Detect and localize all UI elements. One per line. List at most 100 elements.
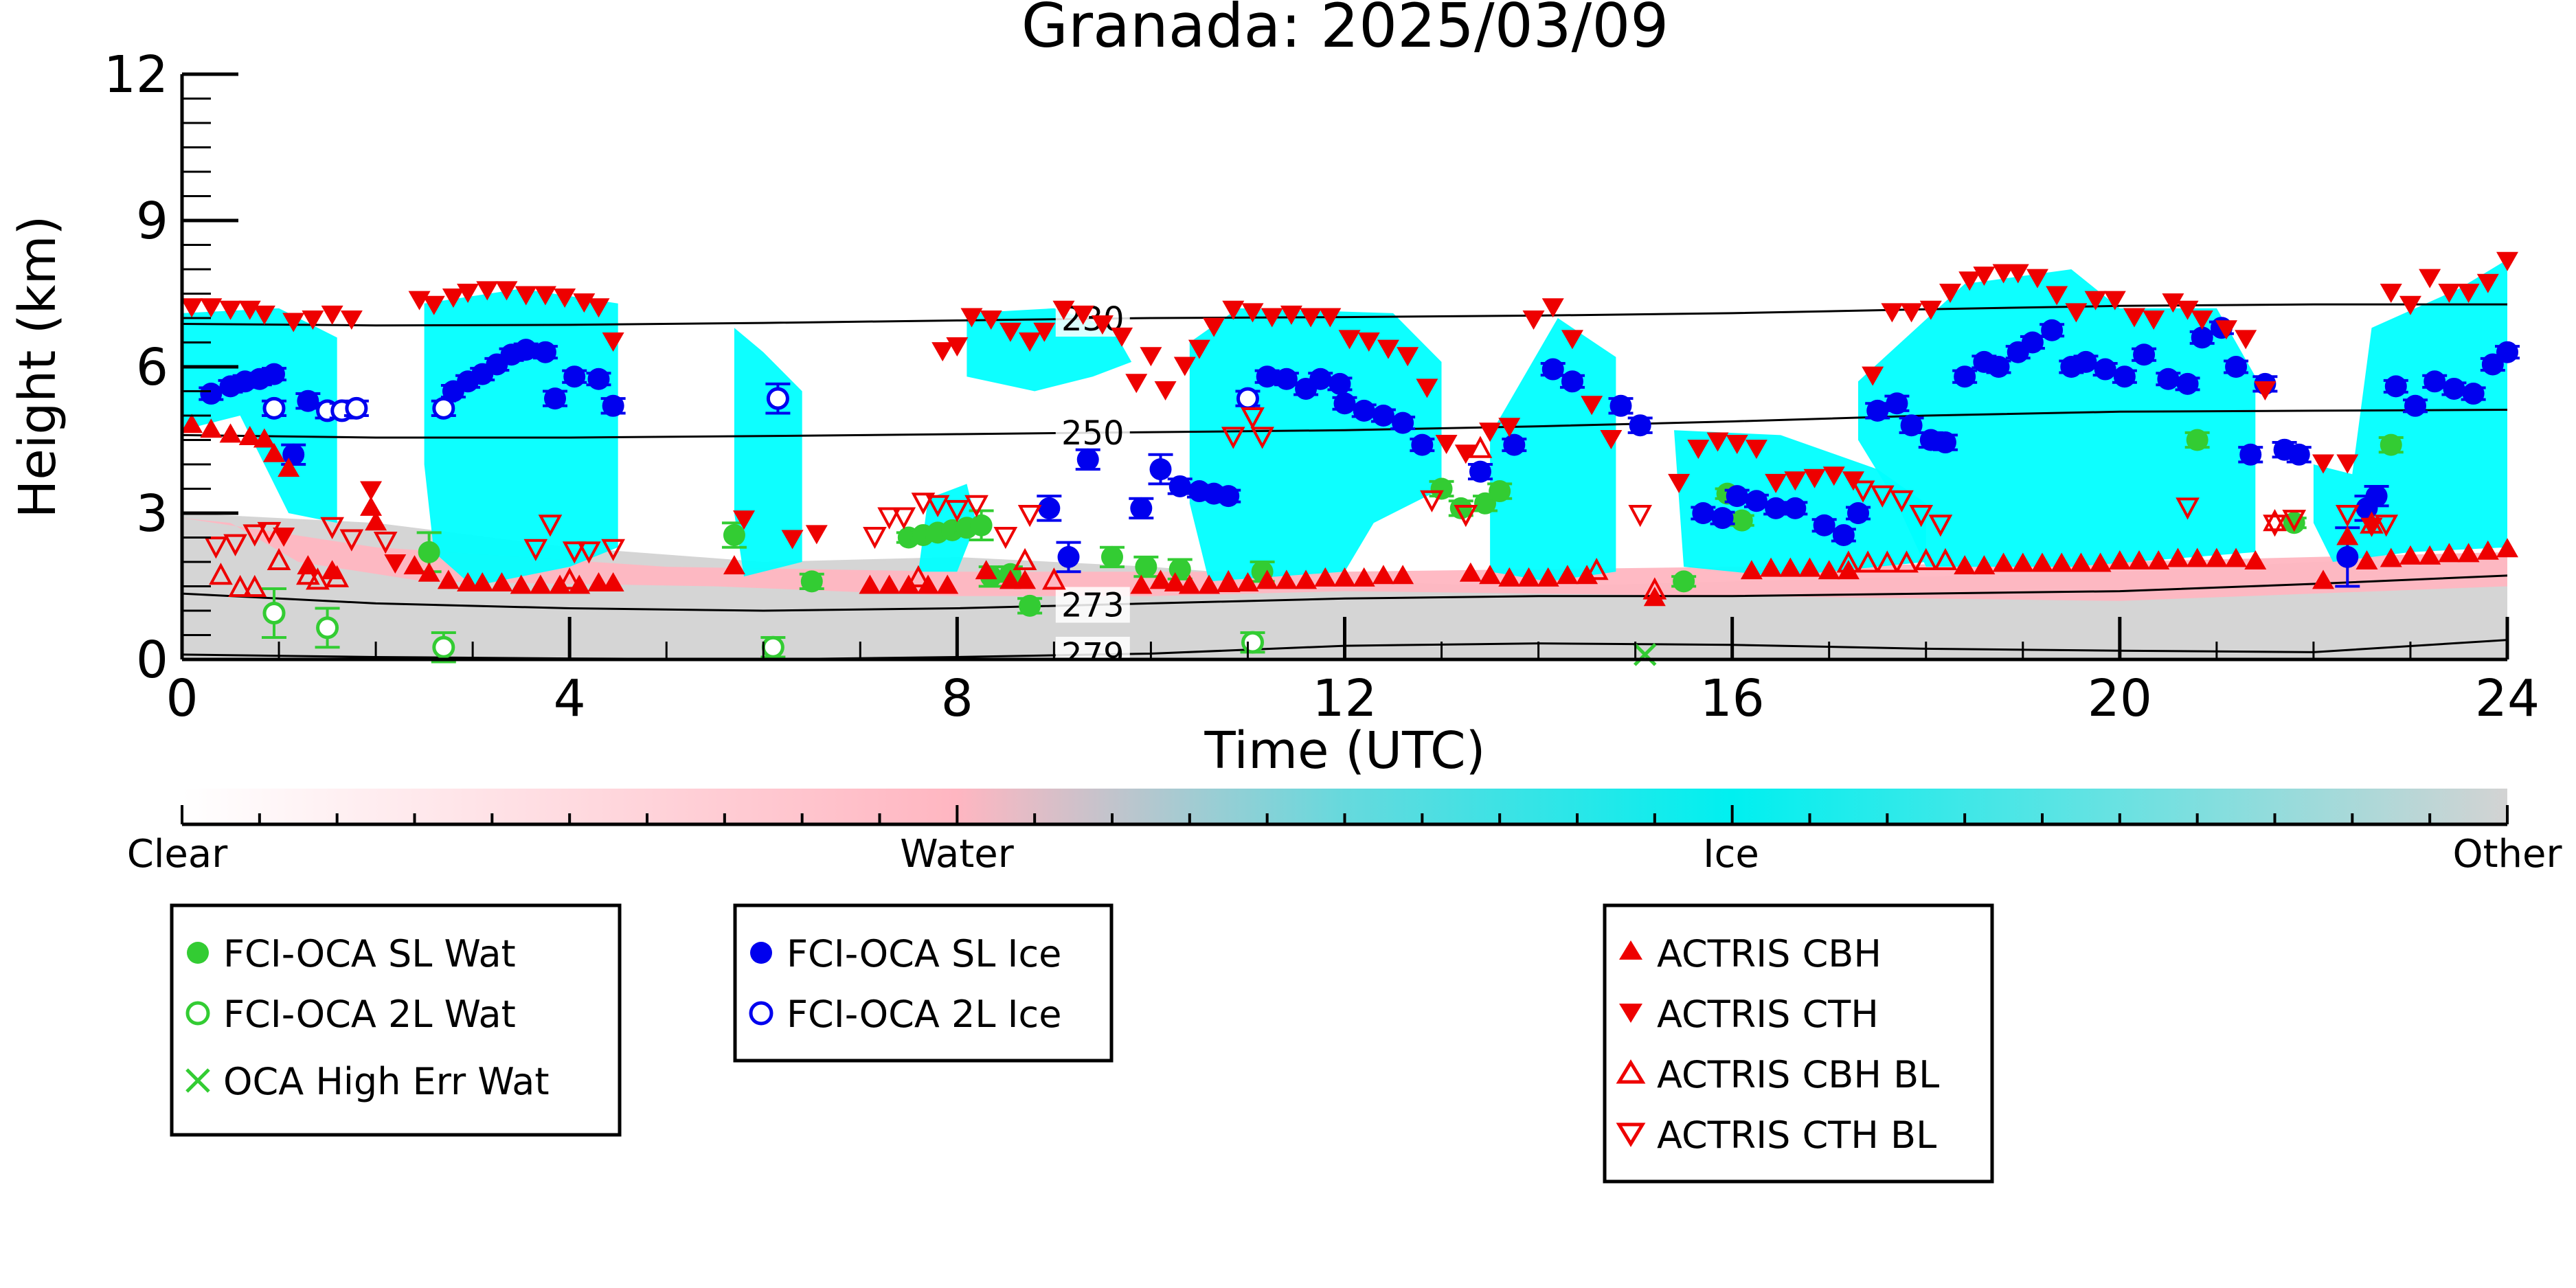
data-point bbox=[1052, 300, 1075, 320]
data-point bbox=[297, 389, 319, 412]
data-point bbox=[282, 313, 305, 332]
data-point bbox=[602, 394, 624, 417]
data-point bbox=[2084, 291, 2107, 310]
data-point bbox=[1862, 366, 1884, 386]
data-point bbox=[1992, 264, 2015, 284]
y-tick-label: 9 bbox=[136, 192, 168, 251]
data-point bbox=[1803, 468, 1826, 488]
data-point bbox=[1329, 372, 1351, 395]
data-point bbox=[1498, 567, 1521, 587]
data-point bbox=[563, 365, 586, 388]
data-point bbox=[316, 616, 339, 640]
data-point bbox=[1241, 407, 1265, 430]
data-point bbox=[1411, 433, 1434, 456]
data-point bbox=[925, 495, 950, 518]
data-point bbox=[228, 574, 252, 598]
data-point bbox=[993, 526, 1018, 550]
data-point bbox=[723, 555, 745, 575]
data-point bbox=[554, 289, 576, 308]
data-point bbox=[2336, 545, 2359, 568]
x-tick-label: 4 bbox=[554, 669, 586, 728]
data-point bbox=[1498, 418, 1521, 438]
data-point bbox=[1449, 497, 1472, 519]
data-point bbox=[911, 493, 936, 515]
data-point bbox=[2496, 341, 2518, 363]
data-point bbox=[2457, 283, 2480, 303]
data-point bbox=[2374, 515, 2399, 537]
legend-item-2l-ice: FCI-OCA 2L Ice bbox=[749, 993, 1061, 1036]
data-point bbox=[1584, 557, 1609, 580]
data-point bbox=[2225, 547, 2248, 567]
data-point bbox=[1730, 509, 1753, 532]
data-point bbox=[587, 298, 610, 318]
data-point bbox=[181, 298, 203, 318]
data-point bbox=[403, 555, 426, 575]
data-point bbox=[495, 281, 518, 301]
data-point bbox=[2041, 319, 2064, 341]
data-point bbox=[1479, 422, 1502, 442]
data-point bbox=[2282, 510, 2307, 532]
legend-item-cth-bl: ACTRIS CTH BL bbox=[1616, 1114, 1936, 1157]
data-point bbox=[2046, 286, 2068, 306]
data-point bbox=[1745, 490, 1767, 512]
series-fci-oca-2l-wat bbox=[261, 587, 1265, 664]
data-point bbox=[1668, 473, 1691, 493]
legend-label: ACTRIS CBH BL bbox=[1657, 1053, 1939, 1096]
cloud-mask bbox=[182, 259, 2507, 659]
data-point bbox=[2215, 320, 2237, 340]
data-point bbox=[1765, 473, 1787, 493]
data-point bbox=[945, 499, 969, 523]
series-actris-cth bbox=[181, 251, 2518, 574]
data-point bbox=[2176, 300, 2199, 320]
data-point bbox=[209, 563, 233, 585]
data-point bbox=[1928, 515, 1953, 537]
data-point bbox=[1372, 405, 1394, 427]
data-point bbox=[1537, 567, 1559, 587]
data-point bbox=[257, 521, 282, 545]
data-point bbox=[1784, 497, 1807, 519]
data-point bbox=[1275, 569, 1298, 589]
data-point bbox=[1125, 374, 1148, 394]
data-point bbox=[321, 560, 343, 580]
data-point bbox=[577, 541, 601, 564]
data-point bbox=[262, 396, 286, 420]
data-point bbox=[223, 534, 247, 556]
data-point bbox=[1489, 480, 1511, 503]
data-point bbox=[781, 530, 804, 550]
cloud-region-water bbox=[182, 518, 2507, 601]
legend-actris: ACTRIS CBH ACTRIS CTH ACTRIS CBH BL ACTR… bbox=[1603, 903, 1994, 1184]
data-point bbox=[2176, 372, 2199, 395]
legend-marker-x bbox=[185, 1068, 210, 1093]
data-point bbox=[1503, 433, 1526, 456]
series-actris-cbh bbox=[181, 414, 2518, 607]
data-point bbox=[1216, 569, 1241, 592]
series-fci-oca-sl-wat bbox=[416, 429, 2404, 617]
data-point bbox=[2186, 429, 2208, 451]
legend-ice: FCI-OCA SL Ice FCI-OCA 2L Ice bbox=[733, 903, 1114, 1063]
data-point bbox=[432, 635, 455, 659]
data-point bbox=[1581, 396, 1603, 416]
data-point bbox=[1711, 507, 1734, 530]
data-point bbox=[1522, 310, 1545, 330]
isotherm-line bbox=[182, 574, 2507, 612]
data-point bbox=[946, 337, 969, 357]
data-point bbox=[1832, 523, 1855, 546]
colorbar: Clear Water Ice Other bbox=[127, 789, 2562, 877]
data-point bbox=[1295, 569, 1318, 589]
data-point bbox=[2263, 515, 2287, 537]
data-point bbox=[1222, 300, 1245, 320]
data-point bbox=[2244, 550, 2267, 569]
legend-label: FCI-OCA 2L Wat bbox=[223, 993, 516, 1036]
legend-marker-open-circle bbox=[749, 1001, 773, 1026]
data-point bbox=[1469, 460, 1491, 483]
data-point bbox=[1178, 574, 1201, 594]
data-point bbox=[1541, 358, 1564, 381]
legend-marker-triangle-down bbox=[1619, 1004, 1642, 1023]
data-point bbox=[964, 495, 988, 518]
data-point bbox=[1309, 368, 1332, 390]
data-point bbox=[1933, 547, 1958, 570]
data-point bbox=[2103, 291, 2126, 310]
data-point bbox=[2191, 310, 2213, 330]
data-point bbox=[1130, 497, 1153, 519]
x-tick-label: 0 bbox=[166, 669, 198, 728]
